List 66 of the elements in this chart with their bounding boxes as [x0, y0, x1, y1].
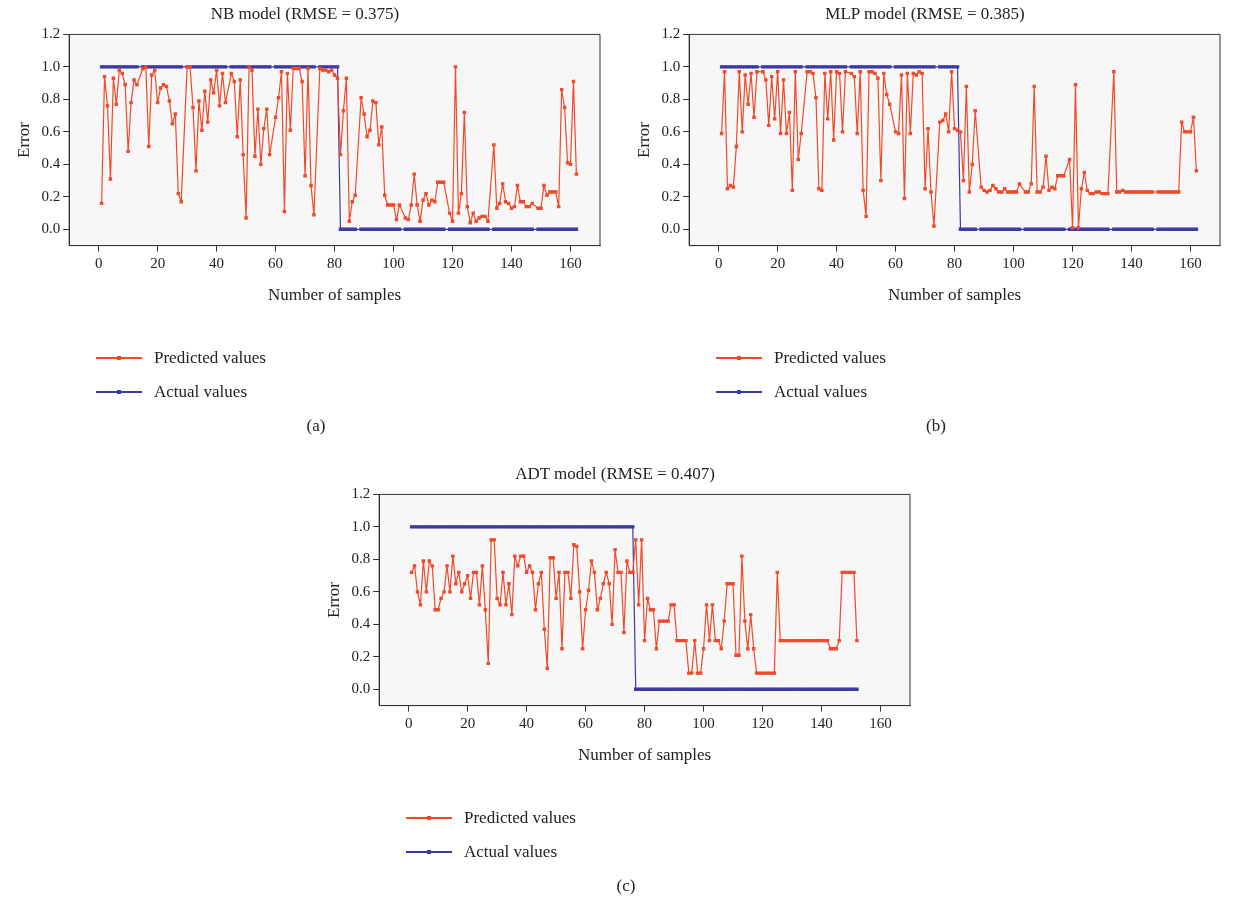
x-tick-label: 60	[578, 714, 594, 731]
x-tick-label: 80	[637, 714, 653, 731]
y-tick-label: 1.2	[41, 25, 61, 42]
x-tick-label: 120	[751, 714, 774, 731]
x-tick-label: 80	[947, 254, 963, 271]
chart-title: MLP model (RMSE = 0.385)	[825, 3, 1025, 23]
y-tick-label: 0.6	[41, 122, 61, 139]
y-axis-title: Error	[323, 581, 343, 618]
legend-label: Actual values	[154, 382, 247, 402]
y-tick-label: 0.8	[661, 90, 681, 107]
legend-label: Actual values	[774, 382, 867, 402]
x-tick-label: 140	[500, 254, 523, 271]
text: (b)	[925, 416, 947, 436]
x-tick-label: 0	[404, 714, 413, 731]
x-tick-label: 120	[1061, 254, 1084, 271]
y-tick-label: 0.6	[661, 122, 681, 139]
y-tick-label: 0.8	[41, 90, 61, 107]
x-tick-label: 0	[714, 254, 723, 271]
x-tick-label: 60	[268, 254, 284, 271]
x-tick-label: 20	[460, 714, 476, 731]
x-tick-label: 100	[382, 254, 405, 271]
y-tick-label: 0.2	[351, 647, 371, 664]
y-tick-label: 0.0	[661, 220, 681, 237]
chart-title: ADT model (RMSE = 0.407)	[515, 463, 715, 483]
x-axis-title: Number of samples	[578, 745, 712, 765]
x-tick-label: 80	[327, 254, 343, 271]
y-axis-title: Error	[633, 121, 653, 158]
y-tick-label: 0.0	[41, 220, 61, 237]
x-tick-label: 20	[150, 254, 166, 271]
legend-label: Actual values	[464, 842, 557, 862]
x-tick-label: 140	[1120, 254, 1143, 271]
x-tick-label: 40	[829, 254, 845, 271]
x-tick-label: 160	[559, 254, 582, 271]
x-tick-label: 120	[441, 254, 464, 271]
x-tick-label: 60	[888, 254, 904, 271]
y-axis-title: Error	[13, 121, 33, 158]
x-tick-label: 160	[869, 714, 892, 731]
x-tick-label: 40	[519, 714, 535, 731]
x-tick-label: 40	[209, 254, 225, 271]
y-tick-label: 1.2	[661, 25, 681, 42]
x-tick-label: 100	[1002, 254, 1025, 271]
x-tick-label: 20	[770, 254, 786, 271]
y-tick-label: 0.0	[351, 680, 371, 697]
y-tick-label: 0.8	[351, 550, 371, 567]
y-tick-label: 0.4	[661, 155, 681, 172]
x-tick-label: 140	[810, 714, 833, 731]
y-tick-label: 1.2	[351, 485, 371, 502]
text: (a)	[305, 416, 327, 436]
legend-label: Predicted values	[154, 348, 266, 368]
text: (c)	[615, 876, 637, 896]
y-tick-label: 0.4	[351, 615, 371, 632]
x-axis-title: Number of samples	[268, 285, 402, 305]
x-tick-label: 160	[1179, 254, 1202, 271]
x-axis-title: Number of samples	[888, 285, 1022, 305]
y-tick-label: 1.0	[41, 57, 61, 74]
y-tick-label: 1.0	[351, 517, 371, 534]
y-tick-label: 1.0	[661, 57, 681, 74]
legend-label: Predicted values	[774, 348, 886, 368]
y-tick-label: 0.4	[41, 155, 61, 172]
y-tick-label: 0.6	[351, 582, 371, 599]
legend-label: Predicted values	[464, 808, 576, 828]
x-tick-label: 100	[692, 714, 715, 731]
y-tick-label: 0.2	[661, 187, 681, 204]
y-tick-label: 0.2	[41, 187, 61, 204]
x-tick-label: 0	[94, 254, 103, 271]
chart-title: NB model (RMSE = 0.375)	[210, 3, 400, 23]
